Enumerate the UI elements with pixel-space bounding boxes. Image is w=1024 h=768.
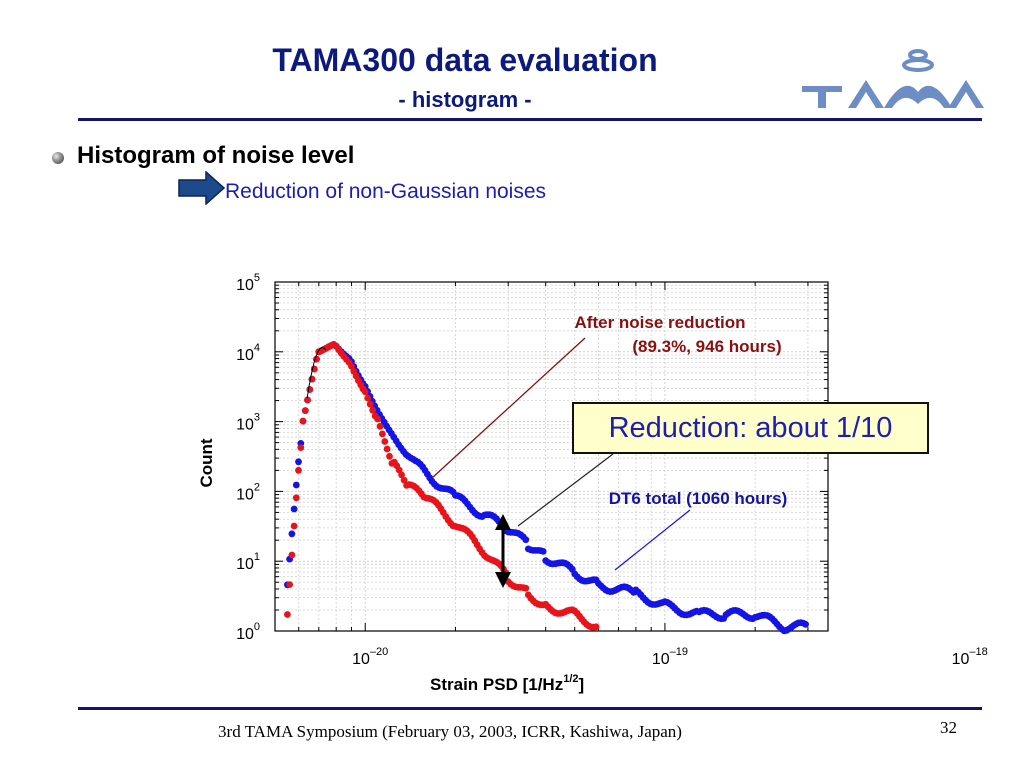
data-point	[290, 522, 298, 530]
data-point	[292, 481, 300, 489]
reduction-callout: Reduction: about 1/10	[572, 402, 929, 454]
data-point	[288, 551, 296, 559]
footer-rule	[78, 707, 982, 710]
slide-title: TAMA300 data evaluation	[272, 42, 658, 78]
data-point	[304, 396, 311, 404]
after-label-line2: (89.3%, 946 hours)	[632, 337, 781, 356]
data-point	[374, 415, 381, 423]
bullet-text: Histogram of noise level	[77, 142, 355, 169]
page-number: 32	[940, 718, 957, 737]
x-tick-label: 10–19	[652, 646, 688, 668]
footer-text: 3rd TAMA Symposium (February 03, 2003, I…	[218, 722, 682, 741]
data-point	[369, 406, 377, 414]
dt6-label: DT6 total (1060 hours)	[609, 489, 788, 508]
header-rule	[78, 118, 982, 121]
plot-frame	[274, 281, 829, 632]
y-tick-label: 100	[236, 621, 260, 643]
y-tick-label: 103	[236, 412, 260, 434]
reference-curve	[306, 347, 327, 399]
arrow-right-icon	[178, 171, 226, 205]
tama-logo	[802, 49, 984, 108]
x-axis-label: Strain PSD [1/Hz1/2]	[430, 673, 584, 694]
data-point	[295, 458, 302, 466]
sub-bullet-text: Reduction of non-Gaussian noises	[225, 180, 547, 203]
data-point	[400, 476, 408, 484]
bullet-icon	[52, 152, 64, 164]
data-point	[381, 438, 389, 445]
data-point	[288, 530, 296, 538]
data-point	[398, 471, 405, 479]
data-point	[295, 466, 302, 474]
chart-grid	[274, 282, 828, 632]
data-point	[292, 494, 300, 502]
x-tick-label: 10–18	[952, 646, 988, 668]
data-point	[297, 444, 305, 451]
y-tick-label: 101	[236, 551, 260, 573]
dt6-label-leader	[614, 509, 691, 571]
data-point	[379, 430, 386, 438]
x-tick-label: 10–20	[352, 646, 388, 668]
data-point	[306, 386, 314, 393]
data-point	[539, 548, 547, 555]
data-point	[361, 388, 369, 396]
data-point	[301, 407, 309, 414]
y-axis-label: Count	[197, 438, 216, 487]
data-point	[290, 505, 298, 513]
data-point	[376, 423, 384, 430]
logo-wordmark-icon	[802, 80, 984, 108]
data-point	[386, 452, 393, 460]
after-label-line1: After noise reduction	[575, 313, 746, 332]
chart-ticks: 10–20 10–19 10–18 100 101 102 103 104 105	[236, 272, 988, 668]
logo-halo-icon	[902, 49, 934, 72]
data-point	[286, 581, 293, 588]
data-point	[522, 536, 530, 544]
after-label-leader	[431, 337, 586, 479]
y-tick-label: 105	[236, 272, 260, 294]
data-point	[284, 611, 291, 618]
callout-leader	[517, 453, 614, 527]
reduction-double-arrow	[495, 514, 511, 588]
data-point	[383, 445, 391, 453]
data-point	[802, 620, 809, 628]
y-tick-label: 104	[236, 342, 260, 364]
data-point	[366, 400, 374, 408]
data-point	[592, 623, 600, 631]
y-tick-label: 102	[236, 481, 260, 503]
data-point	[522, 584, 530, 592]
slide-subtitle: - histogram -	[398, 87, 532, 112]
data-point	[364, 394, 372, 402]
data-point	[299, 417, 307, 425]
